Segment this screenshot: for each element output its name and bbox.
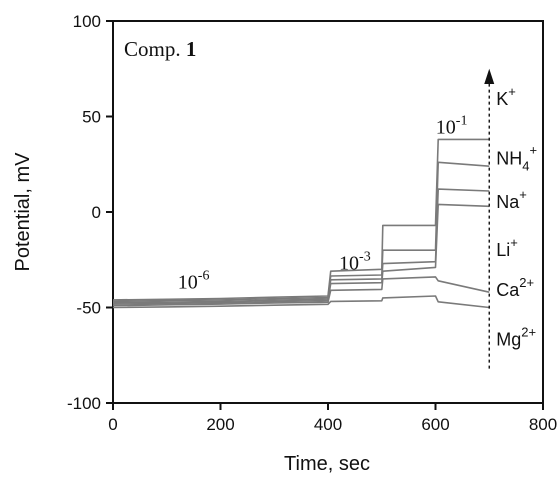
ion-label: Na+ [496,187,527,212]
ion-label: Li+ [496,235,518,260]
arrow-head-icon [484,68,495,85]
x-tick-label: 800 [529,415,557,434]
concentration-label: 10-6 [178,268,210,293]
ion-label: NH4+ [496,142,537,173]
x-tick-label: 600 [421,415,449,434]
y-tick-label: 50 [82,108,101,127]
series-line [112,188,490,304]
y-axis-title: Potential, mV [12,152,34,272]
series-line [112,276,490,307]
inset-label: Comp. 1 [124,37,196,61]
x-axis-title: Time, sec [284,453,370,475]
series-line [112,161,490,303]
x-tick-label: 400 [314,415,342,434]
concentration-label: 10-1 [436,114,468,139]
y-tick-label: 100 [73,12,101,31]
series-line [112,203,490,305]
concentration-label: 10-3 [339,249,371,274]
y-tick-label: -50 [76,299,101,318]
ion-label: K+ [496,84,516,109]
series-line [112,295,490,309]
x-tick-label: 200 [206,415,234,434]
x-tick-label: 0 [108,415,117,434]
ion-label: Mg2+ [496,325,536,350]
ion-label: Ca2+ [496,275,534,300]
plot-frame [112,20,544,404]
y-tick-label: -100 [67,394,101,413]
series-line [112,138,490,301]
y-tick-label: 0 [92,203,101,222]
